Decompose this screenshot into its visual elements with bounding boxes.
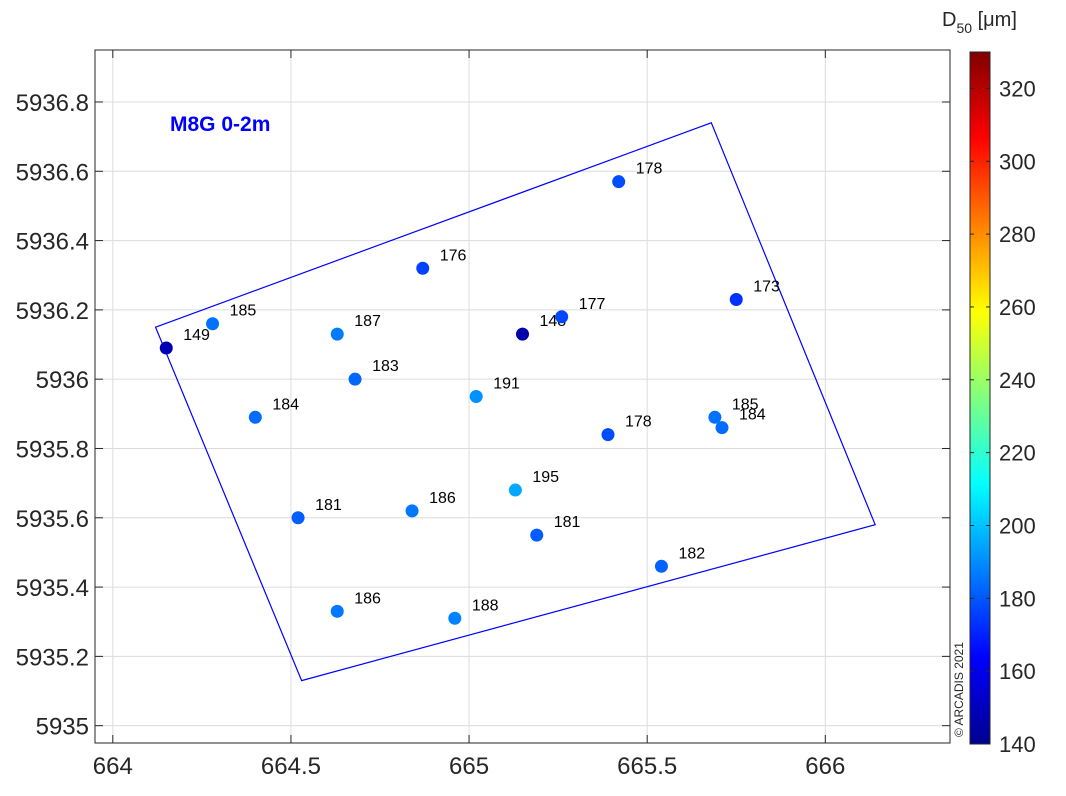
data-point-label: 178: [625, 414, 652, 431]
data-point-label: 173: [753, 278, 780, 295]
colorbar-tick-label: 220: [999, 441, 1036, 466]
y-tick-label: 5936.2: [16, 298, 89, 325]
data-point: [330, 604, 344, 618]
colorbar-label-base: D: [942, 9, 956, 31]
data-point: [469, 390, 483, 403]
data-point: [291, 511, 305, 525]
data-point: [330, 327, 344, 341]
data-point-label: 181: [315, 497, 342, 514]
x-tick-label: 665: [449, 753, 489, 780]
data-point-label: 183: [372, 358, 399, 375]
copyright-note: © ARCADIS 2021: [952, 642, 966, 737]
data-point: [708, 410, 722, 424]
plot-frame: [94, 49, 951, 744]
data-point: [530, 528, 544, 542]
plot-area: [95, 50, 950, 743]
colorbar: 140 160 180 200 220 240 260 280 300 320 D50 [μm]: [942, 9, 1036, 757]
x-tick-label: 664.5: [261, 753, 321, 780]
data-point-label: 177: [579, 296, 606, 313]
y-tick-label: 5935.6: [16, 506, 89, 533]
data-point-label: 184: [739, 407, 766, 424]
colorbar-tick-label: 180: [999, 586, 1036, 611]
data-point: [729, 292, 743, 306]
data-point: [715, 421, 729, 435]
data-point-label: 186: [429, 490, 456, 507]
axis-ticks: 664 664.5 665 665.5 666 5935 5935.2 5935.4 5935.…: [16, 50, 950, 780]
data-point-label: 191: [493, 376, 520, 393]
data-point: [612, 175, 626, 189]
data-point-label: 149: [183, 327, 210, 344]
colorbar-tick-label: 260: [999, 295, 1036, 320]
y-tick-label: 5935.8: [16, 436, 89, 463]
y-tick-label: 5936.6: [16, 159, 89, 186]
data-point: [654, 559, 668, 573]
colorbar-label-unit: [μm]: [972, 9, 1017, 31]
x-tick-label: 664: [93, 753, 133, 780]
x-tick-label: 665.5: [617, 753, 677, 780]
y-tick-label: 5935: [36, 714, 89, 741]
data-point-label: 185: [230, 303, 257, 320]
colorbar-gradient: [969, 51, 991, 745]
colorbar-tick-label: 140: [999, 732, 1036, 757]
data-point: [508, 483, 522, 497]
data-point: [601, 428, 615, 442]
data-points: 1491851841811871831861861761881911951481…: [159, 161, 780, 625]
chart-title: M8G 0-2m: [170, 113, 270, 136]
data-point-label: 186: [354, 590, 381, 607]
data-point-label: 181: [554, 514, 581, 531]
colorbar-label-subscript: 50: [956, 20, 972, 36]
data-point-label: 187: [354, 313, 381, 330]
data-point: [405, 504, 419, 518]
x-tick-label: 666: [805, 753, 845, 780]
colorbar-ticks: 140 160 180 200 220 240 260 280 300 320: [970, 76, 1036, 757]
data-point: [516, 327, 529, 341]
data-point: [248, 410, 262, 424]
data-point: [159, 341, 173, 355]
y-tick-label: 5936: [36, 367, 89, 394]
data-point: [348, 372, 362, 386]
data-point-label: 178: [636, 161, 663, 178]
data-point-label: 195: [532, 469, 559, 486]
data-point-label: 182: [678, 545, 705, 562]
grid-lines: [95, 50, 950, 743]
colorbar-tick-label: 240: [999, 368, 1036, 393]
colorbar-tick-label: 160: [999, 659, 1036, 684]
colorbar-tick-label: 300: [999, 149, 1036, 174]
colorbar-tick-label: 280: [999, 222, 1036, 247]
y-tick-label: 5935.4: [16, 575, 89, 602]
y-tick-label: 5936.4: [16, 229, 89, 256]
colorbar-label: D50 [μm]: [942, 9, 1017, 36]
y-tick-label: 5936.8: [16, 90, 89, 117]
data-point-label: 185: [732, 396, 759, 413]
data-point: [555, 310, 569, 324]
data-point-label: 184: [272, 396, 299, 413]
colorbar-tick-label: 320: [999, 76, 1036, 101]
data-point-label: 176: [440, 247, 467, 264]
colorbar-tick-label: 200: [999, 513, 1036, 538]
survey-area-polygon: [154, 122, 876, 682]
y-tick-label: 5935.2: [16, 644, 89, 671]
data-point: [206, 317, 220, 331]
data-point: [448, 611, 462, 625]
data-point-label: 188: [472, 597, 499, 614]
data-point: [416, 261, 430, 275]
